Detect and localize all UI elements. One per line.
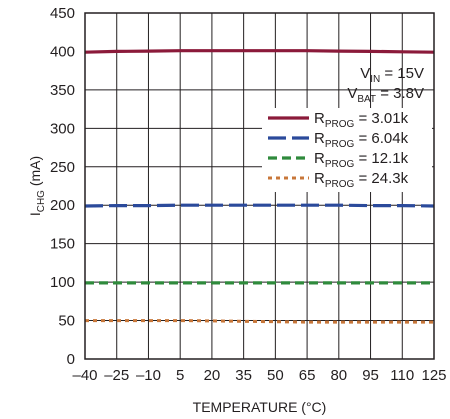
tick-labels: –40 –25 –10 5 20 35 50 65 80 95 110 125 0 50 100 150 200… <box>50 5 447 384</box>
legend-label-24-3k-sub: PROG <box>325 179 355 190</box>
x-axis-label: TEMPERATURE (°C) <box>193 399 327 415</box>
x-tick-label-35: 35 <box>235 367 252 384</box>
legend-label-3-01k-sub: PROG <box>325 119 355 130</box>
y-tick-label-350: 350 <box>50 82 75 99</box>
legend-background <box>262 108 432 192</box>
condition-vin: VIN = 15V <box>360 65 424 85</box>
condition-vin-rest: = 15V <box>380 65 424 82</box>
x-tick-label-80: 80 <box>330 367 347 384</box>
y-tick-label-450: 450 <box>50 5 75 22</box>
condition-vin-sub: IN <box>370 74 380 85</box>
legend-label-6-04k-rest: = 6.04k <box>354 130 408 147</box>
plot-frame <box>84 12 435 360</box>
condition-vin-main: V <box>360 65 370 82</box>
legend-label-12-1k-rest: = 12.1k <box>354 150 408 167</box>
y-tick-label-400: 400 <box>50 43 75 60</box>
y-tick-label-250: 250 <box>50 159 75 176</box>
x-tick-label-110: 110 <box>390 367 414 384</box>
y-axis-label-sub: CHG <box>36 190 47 212</box>
x-tick-label-25: –25 <box>104 367 129 384</box>
legend-label-3-01k-rest: = 3.01k <box>354 110 408 127</box>
x-tick-label-125: 125 <box>421 367 446 384</box>
y-tick-label-200: 200 <box>50 197 75 214</box>
legend-label-6-04k-main: R <box>314 130 325 147</box>
y-tick-label-300: 300 <box>50 120 75 137</box>
condition-vbat-rest: = 3.8V <box>376 85 424 102</box>
legend-label-6-04k: RPROG = 6.04k <box>314 130 409 150</box>
y-tick-label-0: 0 <box>67 351 75 368</box>
y-axis-label: ICHG (mA) <box>27 156 47 216</box>
legend-label-24-3k: RPROG = 24.3k <box>314 170 409 190</box>
legend-label-12-1k-main: R <box>314 150 325 167</box>
legend: RPROG = 3.01k RPROG = 6.04k RPROG = 12.1… <box>262 108 432 192</box>
legend-label-12-1k-sub: PROG <box>325 159 355 170</box>
series-line-3-01k <box>84 49 435 54</box>
x-tick-label-50: 50 <box>267 367 284 384</box>
conditions-note: VIN = 15V VBAT = 3.8V <box>347 65 424 105</box>
x-tick-label-5: 5 <box>176 367 184 384</box>
series-lines <box>84 49 435 324</box>
legend-entry-24-3k: RPROG = 24.3k <box>268 170 409 190</box>
y-tick-label-100: 100 <box>50 274 75 291</box>
y-axis-label-main: I <box>27 212 43 216</box>
x-tick-label-95: 95 <box>362 367 379 384</box>
y-tick-label-150: 150 <box>50 236 75 253</box>
series-line-24-3k <box>85 319 434 324</box>
series-line-6-04k <box>84 203 435 208</box>
legend-label-3-01k: RPROG = 3.01k <box>314 110 409 130</box>
legend-entry-6-04k: RPROG = 6.04k <box>268 130 409 150</box>
legend-entry-12-1k: RPROG = 12.1k <box>268 150 409 170</box>
legend-label-24-3k-rest: = 24.3k <box>354 170 408 187</box>
x-tick-label-65: 65 <box>299 367 316 384</box>
legend-entry-3-01k: RPROG = 3.01k <box>268 110 409 130</box>
condition-vbat: VBAT = 3.8V <box>347 85 424 105</box>
x-tick-label-20: 20 <box>204 367 221 384</box>
legend-label-12-1k: RPROG = 12.1k <box>314 150 409 170</box>
y-axis-label-unit: (mA) <box>27 156 43 190</box>
condition-vbat-main: V <box>347 85 357 102</box>
condition-vbat-sub: BAT <box>357 94 376 105</box>
legend-label-3-01k-main: R <box>314 110 325 127</box>
y-tick-label-50: 50 <box>58 313 75 330</box>
x-tick-label-10: –10 <box>136 367 161 384</box>
legend-label-24-3k-main: R <box>314 170 325 187</box>
legend-label-6-04k-sub: PROG <box>325 139 355 150</box>
x-tick-label-40: –40 <box>72 367 97 384</box>
